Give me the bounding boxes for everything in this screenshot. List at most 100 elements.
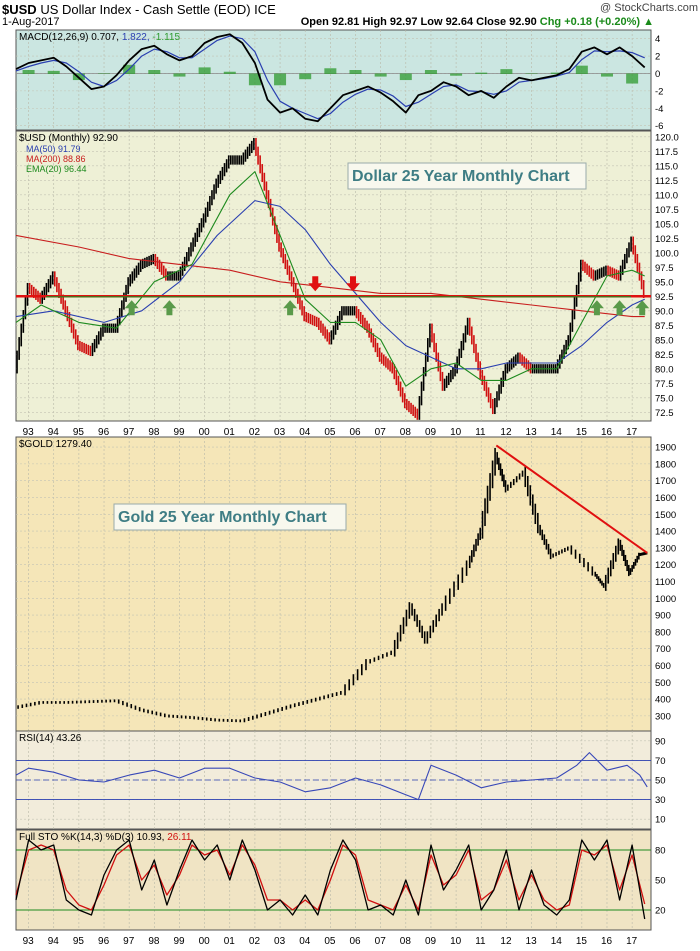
sto-tick-label: 80 (655, 846, 666, 857)
macd-histogram-bar (374, 73, 387, 77)
sto-x-tick-98: 98 (148, 936, 160, 947)
rsi-legend: RSI(14) 43.26 (19, 733, 82, 744)
ohlc-values: Open 92.81 High 92.97 Low 92.64 Close 92… (300, 16, 537, 28)
usd-legend-ma50: MA(50) 91.79 (26, 144, 81, 154)
usd-tick-label: 115.0 (655, 161, 678, 172)
green-up-arrow-icon (635, 300, 650, 316)
green-up-arrow-icon (283, 300, 298, 316)
gold-tick-label: 1200 (655, 560, 676, 571)
macd-tick-label: 4 (655, 34, 660, 45)
macd-histogram-bar (324, 68, 337, 74)
brand-label: @ StockCharts.com (600, 2, 698, 14)
sto-x-tick-10: 10 (450, 936, 462, 947)
gold-legend: $GOLD 1279.40 (19, 439, 92, 450)
gold-tick-label: 500 (655, 678, 671, 689)
red-down-arrow-icon (345, 276, 360, 292)
gold-tick-label: 1800 (655, 459, 676, 470)
usd-annotation-text: Dollar 25 Year Monthly Chart (352, 168, 570, 185)
gold-tick-label: 300 (655, 711, 671, 722)
sto-x-tick-94: 94 (48, 936, 60, 947)
usd-ma200-line (15, 234, 645, 318)
gold-tick-label: 1500 (655, 510, 676, 521)
macd-panel (15, 29, 652, 131)
usd-x-tick-05: 05 (324, 427, 336, 438)
usd-tick-label: 92.5 (655, 292, 674, 303)
usd-tick-label: 97.5 (655, 263, 674, 274)
usd-annotation-box (347, 162, 587, 190)
macd-tick-label: 2 (655, 52, 660, 63)
sto-x-tick-16: 16 (601, 936, 613, 947)
usd-tick-label: 110.0 (655, 190, 678, 201)
usd-x-tick-01: 01 (224, 427, 236, 438)
usd-tick-label: 75.0 (655, 393, 674, 404)
macd-legend-part: 1.822, (119, 32, 150, 43)
usd-tick-label: 95.0 (655, 277, 674, 288)
macd-histogram-bar (600, 73, 613, 77)
macd-tick-label: -2 (655, 86, 663, 97)
macd-histogram-bar (274, 73, 287, 86)
sto-tick-label: 50 (655, 876, 666, 887)
usd-tick-label: 80.0 (655, 364, 674, 375)
macd-tick-label: 0 (655, 69, 660, 80)
usd-ema20-line (15, 171, 645, 387)
usd-tick-label: 112.5 (655, 176, 678, 187)
sto-x-tick-93: 93 (23, 936, 35, 947)
usd-tick-label: 85.0 (655, 335, 674, 346)
macd-histogram-bar (475, 72, 488, 74)
macd-tick-label: -6 (655, 121, 663, 132)
usd-x-tick-07: 07 (375, 427, 387, 438)
sto-tick-label: 20 (655, 906, 666, 917)
gold-tick-label: 1700 (655, 476, 676, 487)
quote-summary: Open 92.81 High 92.97 Low 92.64 Close 92… (301, 16, 654, 28)
macd-tick-label: -4 (655, 104, 663, 115)
macd-histogram-bar (22, 70, 35, 74)
usd-tick-label: 107.5 (655, 205, 679, 216)
macd-histogram-bar (550, 72, 563, 74)
gold-tick-label: 1900 (655, 443, 676, 454)
red-down-arrow-icon (308, 276, 323, 292)
usd-x-tick-17: 17 (626, 427, 638, 438)
macd-histogram-bar (575, 65, 588, 74)
macd-histogram-bar (98, 73, 111, 74)
usd-tick-label: 87.5 (655, 321, 674, 332)
gold-tick-label: 600 (655, 661, 671, 672)
sto-x-tick-09: 09 (425, 936, 437, 947)
macd-legend-part: MACD(12,26,9) 0.707, (19, 32, 119, 43)
usd-tick-label: 105.0 (655, 219, 679, 230)
sto-x-tick-96: 96 (98, 936, 110, 947)
sto-x-tick-06: 06 (350, 936, 362, 947)
sto-x-tick-97: 97 (123, 936, 135, 947)
macd-line (15, 33, 646, 123)
gold-tick-label: 900 (655, 611, 671, 622)
macd-histogram-bar (500, 69, 513, 74)
usd-tick-label: 102.5 (655, 234, 679, 245)
usd-x-tick-99: 99 (173, 427, 185, 438)
sto-x-tick-01: 01 (224, 936, 236, 947)
sto-x-tick-15: 15 (576, 936, 588, 947)
sto-x-tick-00: 00 (199, 936, 211, 947)
chart-title-bar: $USD US Dollar Index - Cash Settle (EOD)… (2, 2, 698, 17)
usd-x-tick-12: 12 (500, 427, 512, 438)
sto-x-tick-13: 13 (526, 936, 538, 947)
usd-x-tick-97: 97 (123, 427, 135, 438)
sto-x-tick-14: 14 (551, 936, 563, 947)
security-name: US Dollar Index - Cash Settle (EOD) ICE (40, 2, 276, 17)
ticker-symbol: $USD (2, 2, 37, 17)
macd-legend-part: -1.115 (150, 32, 181, 43)
sto-k-line (15, 839, 646, 920)
usd-legend-ma200: MA(200) 88.86 (26, 154, 86, 164)
gold-tick-label: 1100 (655, 577, 675, 588)
gold-tick-label: 400 (655, 695, 671, 706)
macd-histogram-bar (148, 70, 161, 74)
chart-date: 1-Aug-2017 (2, 16, 60, 28)
sto-x-tick-12: 12 (500, 936, 512, 947)
usd-x-tick-98: 98 (148, 427, 160, 438)
usd-legend-ema20: EMA(20) 96.44 (26, 164, 87, 174)
rsi-line (15, 752, 648, 801)
sto-x-tick-03: 03 (274, 936, 286, 947)
macd-histogram-bar (223, 71, 236, 74)
usd-x-tick-00: 00 (199, 427, 211, 438)
usd-tick-label: 100.0 (655, 248, 679, 259)
sto-x-tick-08: 08 (400, 936, 412, 947)
rsi-tick-label: 90 (655, 736, 666, 747)
